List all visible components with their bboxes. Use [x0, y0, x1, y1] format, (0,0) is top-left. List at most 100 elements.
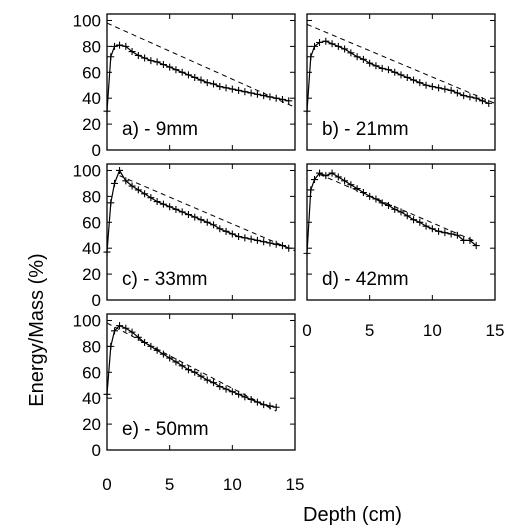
x-tick-label: 10: [423, 321, 442, 340]
panel-frame: [306, 13, 496, 151]
data-point: [472, 94, 480, 102]
data-point: [222, 227, 230, 235]
data-point: [128, 328, 136, 336]
data-point: [378, 64, 386, 72]
data-point: [328, 169, 336, 177]
data-point: [316, 38, 324, 46]
data-point: [134, 186, 142, 194]
data-point: [435, 84, 443, 92]
data-point: [253, 398, 261, 406]
data-point: [260, 401, 268, 409]
data-point: [172, 205, 180, 213]
data-point: [241, 88, 249, 96]
data-point: [166, 203, 174, 211]
data-point: [178, 68, 186, 76]
data-point: [453, 89, 461, 97]
panel-frame: [106, 13, 296, 151]
y-axis-title: Energy/Mass (%): [26, 253, 48, 406]
data-point: [203, 218, 211, 226]
data-point: [153, 198, 161, 206]
panel-d: 0 5 10 15 d) - 42mm: [302, 163, 505, 340]
data-point: [147, 57, 155, 65]
y-tick-label: 100: [73, 161, 101, 180]
data-point: [384, 66, 392, 74]
panel-frame: [106, 163, 296, 301]
data-point: [278, 95, 286, 103]
panel-label: a) - 9mm: [122, 119, 198, 140]
data-point: [147, 342, 155, 350]
data-point: [397, 208, 405, 216]
data-point: [316, 169, 324, 177]
data-point: [197, 76, 205, 84]
data-point: [253, 90, 261, 98]
data-point: [303, 249, 311, 257]
measured-line: [106, 169, 289, 253]
data-point: [403, 73, 411, 81]
x-tick-label: 15: [286, 475, 305, 494]
data-point: [460, 92, 468, 100]
data-point: [334, 42, 342, 50]
panel-e: 0 20 40 60 80 100 0 5 10 15 e) - 50mm: [73, 311, 305, 494]
reference-line: [119, 175, 296, 252]
data-point: [134, 333, 142, 341]
data-point: [485, 99, 493, 107]
data-point: [353, 53, 361, 61]
y-tick-label: 20: [82, 265, 101, 284]
data-point: [441, 229, 449, 237]
data-point: [247, 89, 255, 97]
data-point: [272, 403, 280, 411]
data-point: [447, 86, 455, 94]
data-point: [191, 368, 199, 376]
y-tick-label: 80: [82, 337, 101, 356]
data-point: [222, 84, 230, 92]
data-point: [410, 76, 418, 84]
data-point: [166, 354, 174, 362]
measured-line: [306, 40, 489, 112]
y-tick-label: 60: [82, 363, 101, 382]
y-tick-label: 80: [82, 37, 101, 56]
y-tick-label: 20: [82, 115, 101, 134]
y-tick-label: 40: [82, 389, 101, 408]
y-tick-label: 80: [82, 187, 101, 206]
data-point: [203, 79, 211, 87]
data-point: [253, 236, 261, 244]
data-point: [428, 225, 436, 233]
data-point: [191, 73, 199, 81]
data-point: [428, 83, 436, 91]
data-point: [372, 195, 380, 203]
data-point: [378, 199, 386, 207]
data-point: [260, 92, 268, 100]
data-point: [103, 248, 111, 256]
data-point: [307, 53, 315, 61]
panel-label: d) - 42mm: [322, 269, 409, 290]
data-point: [347, 181, 355, 189]
panel-label: b) - 21mm: [322, 119, 409, 140]
data-point: [235, 390, 243, 398]
data-point: [272, 240, 280, 248]
x-tick-label: 15: [486, 321, 505, 340]
data-point: [341, 177, 349, 185]
data-point: [247, 235, 255, 243]
data-point: [107, 199, 115, 207]
data-point: [466, 93, 474, 101]
data-point: [210, 379, 218, 387]
x-tick-label: 10: [223, 475, 242, 494]
y-tick-label: 0: [92, 141, 101, 160]
data-point: [122, 42, 130, 50]
data-point: [472, 242, 480, 250]
data-point: [241, 234, 249, 242]
data-point: [178, 208, 186, 216]
data-point: [422, 81, 430, 89]
data-point: [328, 40, 336, 48]
data-point: [116, 166, 124, 174]
data-point: [247, 395, 255, 403]
data-point: [403, 212, 411, 220]
data-point: [111, 327, 119, 335]
data-point: [122, 324, 130, 332]
data-point: [216, 383, 224, 391]
y-tick-label: 40: [82, 89, 101, 108]
data-point: [397, 71, 405, 79]
measured-line: [106, 324, 277, 408]
panel-b: b) - 21mm: [303, 13, 496, 151]
data-point: [384, 201, 392, 209]
